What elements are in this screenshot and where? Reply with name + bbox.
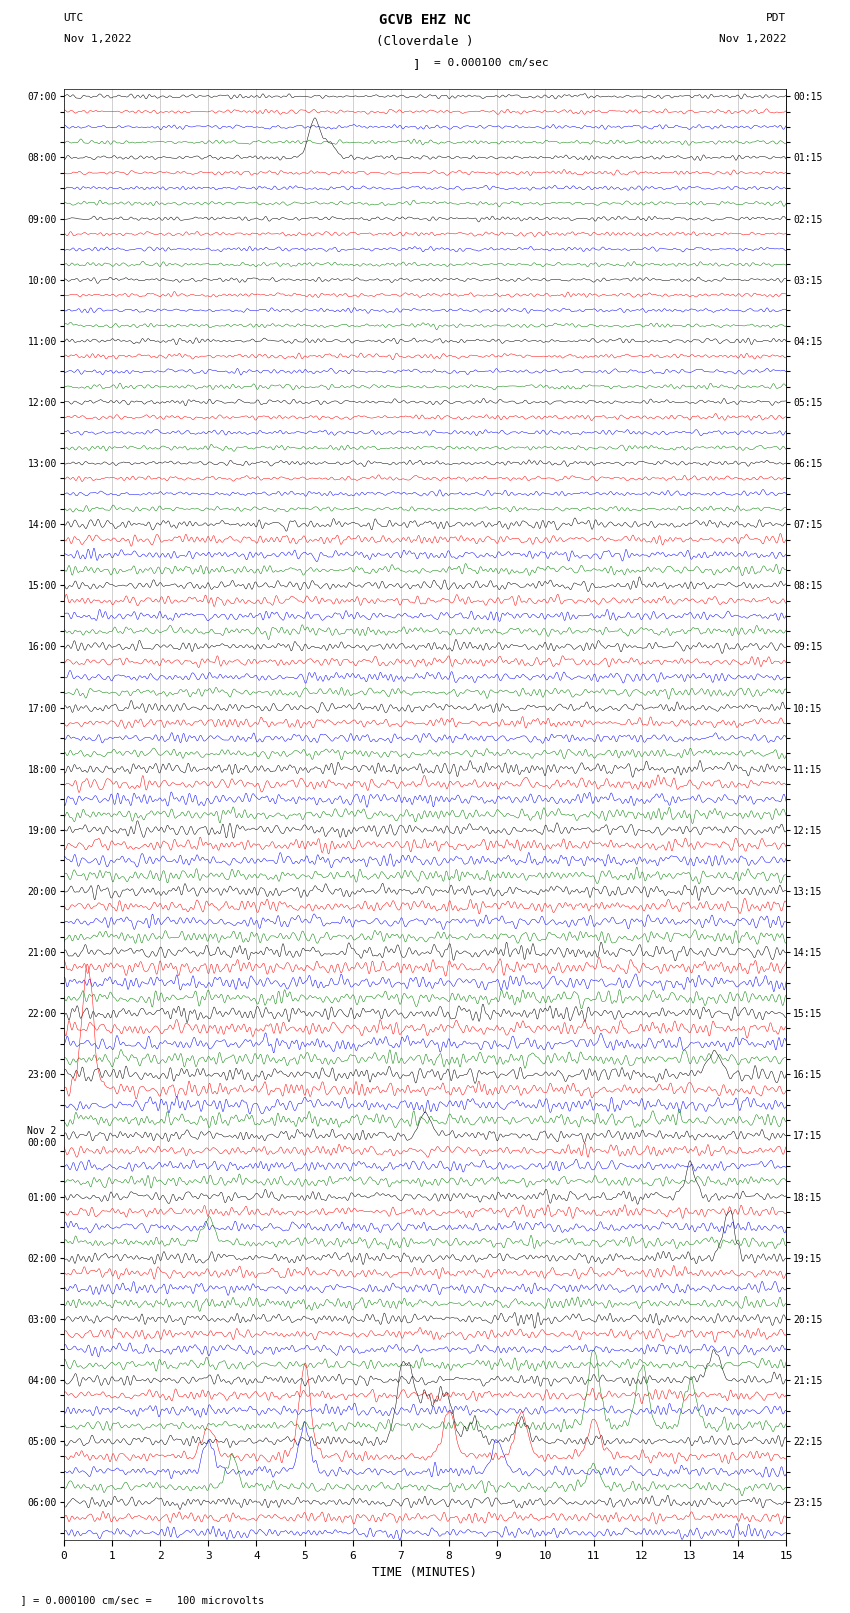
X-axis label: TIME (MINUTES): TIME (MINUTES) [372, 1566, 478, 1579]
Text: (Cloverdale ): (Cloverdale ) [377, 35, 473, 48]
Text: ] = 0.000100 cm/sec =    100 microvolts: ] = 0.000100 cm/sec = 100 microvolts [8, 1595, 264, 1605]
Text: GCVB EHZ NC: GCVB EHZ NC [379, 13, 471, 27]
Text: Nov 1,2022: Nov 1,2022 [64, 34, 131, 44]
Text: Nov 1,2022: Nov 1,2022 [719, 34, 786, 44]
Text: ]: ] [413, 58, 420, 71]
Text: UTC: UTC [64, 13, 84, 23]
Text: = 0.000100 cm/sec: = 0.000100 cm/sec [434, 58, 548, 68]
Text: PDT: PDT [766, 13, 786, 23]
